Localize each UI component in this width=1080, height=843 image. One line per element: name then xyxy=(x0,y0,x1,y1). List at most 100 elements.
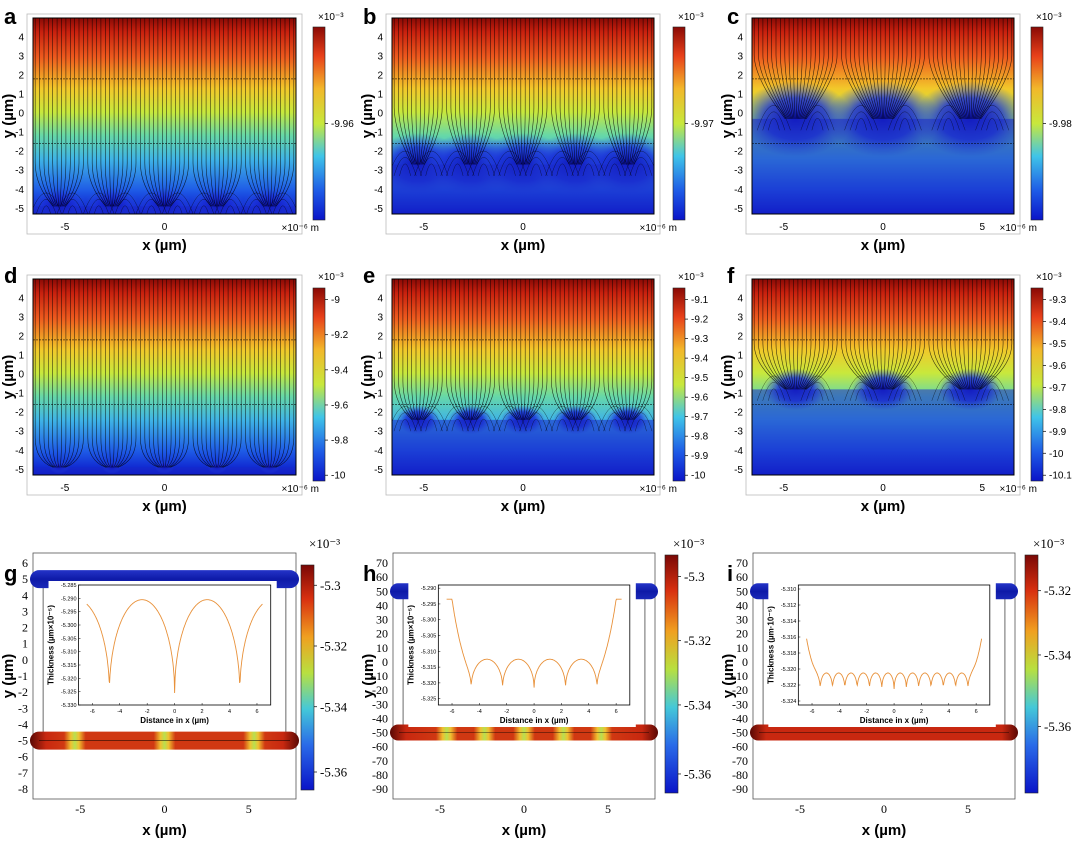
inset-y-tick-label: -5.324 xyxy=(781,699,797,705)
y-tick-label: 60 xyxy=(736,570,748,584)
x-tick-label: 0 xyxy=(881,802,887,816)
y-tick-label: 2 xyxy=(377,332,383,343)
y-tick-label: 1 xyxy=(737,351,743,362)
y-tick-label: 3 xyxy=(377,52,383,63)
colorbar-tick-label: -9.4 xyxy=(1049,317,1067,328)
heatmap-field xyxy=(33,18,296,214)
x-tick-label: 5 xyxy=(605,802,611,816)
y-tick-label: -2 xyxy=(374,147,383,158)
y-axis-label: y (µm) xyxy=(359,94,376,138)
y-tick-label: -4 xyxy=(734,446,743,457)
inset-y-tick-label: -5.305 xyxy=(61,636,77,642)
y-tick-label: -2 xyxy=(18,685,28,699)
y-tick-label: 3 xyxy=(22,604,28,618)
low-band xyxy=(392,419,654,475)
y-tick-label: -40 xyxy=(732,711,748,725)
colorbar xyxy=(312,26,326,221)
inset-x-tick-label: -4 xyxy=(837,709,842,715)
y-tick-label: 10 xyxy=(376,641,388,655)
plot-area xyxy=(752,18,1014,214)
y-tick-label: -7 xyxy=(18,766,28,780)
axes-box xyxy=(745,274,1021,496)
y-tick-label: 6 xyxy=(22,556,28,570)
y-tick-label: -3 xyxy=(374,166,383,177)
inset-y-tick-label: -5.312 xyxy=(781,603,797,609)
inset-y-tick-label: -5.290 xyxy=(61,596,77,602)
colorbar-tick-label: -5.34 xyxy=(320,699,348,714)
y-tick-label: 40 xyxy=(736,598,748,612)
colorbar-tick-label: -9.6 xyxy=(691,393,709,404)
y-tick-label: -80 xyxy=(372,768,388,782)
y-tick-label: 0 xyxy=(737,370,743,381)
colorbar-exponent: ×10⁻³ xyxy=(673,536,704,551)
y-tick-label: -1 xyxy=(15,128,24,139)
vortex-lines xyxy=(33,192,296,214)
y-tick-label: -2 xyxy=(734,408,743,419)
plot-area xyxy=(752,279,1014,475)
vortex-lines xyxy=(756,375,1010,401)
y-tick-label: -30 xyxy=(372,697,388,711)
inset-y-tick-label: -5.316 xyxy=(781,635,797,641)
colorbar xyxy=(1024,554,1039,794)
streamlines xyxy=(34,279,295,468)
x-tick-label: -5 xyxy=(419,222,428,233)
inset-x-tick-label: 4 xyxy=(947,709,950,715)
panel-label: f xyxy=(727,263,735,288)
x-tick-label: 5 xyxy=(965,802,971,816)
y-tick-label: 2 xyxy=(18,71,24,82)
y-tick-label: -70 xyxy=(732,754,748,768)
inset-x-tick-label: 0 xyxy=(173,709,176,715)
y-tick-label: -3 xyxy=(374,427,383,438)
colorbar-tick-label: -9.9 xyxy=(691,451,709,462)
x-axis-label: x (µm) xyxy=(861,237,905,254)
y-tick-label: -3 xyxy=(15,166,24,177)
x-axis-label: x (µm) xyxy=(142,498,186,515)
colorbar-tick-label: -9.9 xyxy=(1049,427,1067,438)
y-tick-label: -5 xyxy=(15,204,24,215)
y-tick-label: -1 xyxy=(15,389,24,400)
y-tick-label: 3 xyxy=(18,52,24,63)
y-tick-label: -5 xyxy=(734,465,743,476)
colorbar-tick-label: -9.96 xyxy=(331,119,354,130)
y-tick-label: -60 xyxy=(372,740,388,754)
y-tick-label: -5 xyxy=(374,465,383,476)
y-tick-label: 70 xyxy=(376,556,388,570)
x-tick-label: -5 xyxy=(435,802,445,816)
x-tick-label: -5 xyxy=(795,802,805,816)
y-tick-label: -3 xyxy=(15,427,24,438)
panel-f: 4 3 2 1 0 -1 -2 -3 -4 -5 -5 0 5 ×10⁻⁶ m x (µm) y (µm) f ×… xyxy=(719,263,1072,515)
colorbar-tick-label: -9.8 xyxy=(331,436,349,447)
panel-e: 4 3 2 1 0 -1 -2 -3 -4 -5 -5 0 ×10⁻⁶ m x (µm) y (µm) e ×1… xyxy=(359,263,709,515)
y-tick-label: -4 xyxy=(374,185,383,196)
y-tick-label: 3 xyxy=(737,313,743,324)
inset-x-axis-label: Distance in x (µm) xyxy=(500,716,569,725)
inset-x-tick-label: 2 xyxy=(201,709,204,715)
inset-y-axis-label: Thickness (µm×10⁻⁵) xyxy=(47,605,56,685)
inset-y-tick-label: -5.315 xyxy=(421,665,437,671)
plot-frame xyxy=(752,552,1016,800)
y-tick-label: 2 xyxy=(22,621,28,635)
colorbar-tick-label: -9.3 xyxy=(1049,295,1067,306)
plot-area xyxy=(33,279,296,475)
y-tick-label: -2 xyxy=(15,408,24,419)
y-tick-label: -50 xyxy=(372,726,388,740)
y-tick-label: -20 xyxy=(732,683,748,697)
y-axis-label: y (µm) xyxy=(720,654,737,698)
inset-y-tick-label: -5.295 xyxy=(61,610,77,616)
y-tick-label: -1 xyxy=(18,669,28,683)
colorbar-tick-label: -9.4 xyxy=(331,365,349,376)
inset-x-tick-label: -2 xyxy=(864,709,869,715)
inset-y-tick-label: -5.315 xyxy=(61,663,77,669)
plot-area xyxy=(33,18,296,214)
inset-y-axis-label: Thickness (µm×10⁻⁵) xyxy=(406,605,415,685)
y-tick-label: 1 xyxy=(737,90,743,101)
y-tick-label: 2 xyxy=(377,71,383,82)
y-tick-label: 4 xyxy=(22,588,28,602)
plot-frame xyxy=(391,278,655,476)
y-tick-label: -4 xyxy=(374,446,383,457)
inset-x-tick-label: -2 xyxy=(504,709,509,715)
y-tick-label: -90 xyxy=(732,782,748,796)
y-tick-label: -1 xyxy=(734,389,743,400)
low-band xyxy=(392,164,654,214)
panel-label: g xyxy=(4,561,17,586)
